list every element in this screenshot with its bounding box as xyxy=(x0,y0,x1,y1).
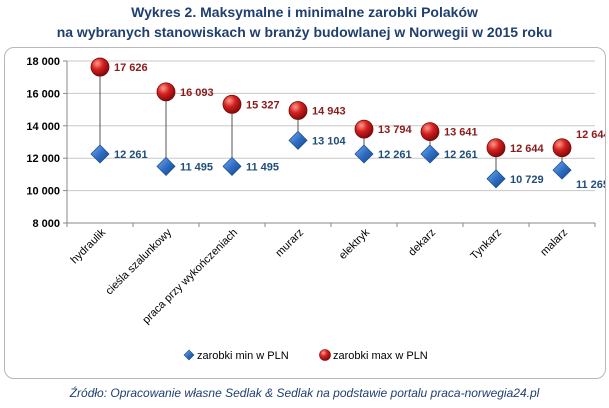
max-data-label: 13 641 xyxy=(444,127,478,139)
min-data-label: 10 729 xyxy=(510,174,544,186)
legend-min-label: zarobki min w PLN xyxy=(197,350,289,362)
chart-frame: 8 000 10 000 12 000 14 000 16 000 18 000 hydra… xyxy=(4,47,606,379)
max-data-label: 15 327 xyxy=(246,99,280,111)
max-data-label: 13 794 xyxy=(378,124,413,136)
chart-subtitle: na wybranych stanowiskach w branży budow… xyxy=(56,24,553,40)
max-data-label: 12 644 xyxy=(576,129,605,141)
max-point xyxy=(288,101,308,120)
chart-svg: 8 000 10 000 12 000 14 000 16 000 18 000 hydra… xyxy=(26,56,605,362)
min-data-label: 11 495 xyxy=(180,161,213,173)
max-data-label: 14 943 xyxy=(312,106,346,118)
min-point xyxy=(420,144,440,164)
min-data-label: 11 265 xyxy=(576,179,605,191)
max-data-label: 16 093 xyxy=(180,87,214,99)
max-point xyxy=(156,82,176,102)
min-data-label: 11 495 xyxy=(246,161,279,173)
min-data-label: 13 104 xyxy=(312,135,347,147)
y-tick-label: 14 000 xyxy=(26,121,60,133)
x-category-label: cieśla szalunkowy xyxy=(103,226,174,297)
max-data-label: 12 644 xyxy=(510,143,545,155)
min-point xyxy=(222,156,242,176)
y-tick-label: 10 000 xyxy=(26,186,60,198)
x-category-label: dekarz xyxy=(406,227,438,259)
max-point xyxy=(222,94,242,114)
max-point xyxy=(552,138,572,158)
legend-max-label: zarobki max w PLN xyxy=(333,350,428,362)
min-point xyxy=(288,130,308,150)
legend-max-marker xyxy=(319,349,331,361)
x-category-label: malarz xyxy=(538,227,570,259)
min-point xyxy=(552,160,572,180)
min-data-label: 12 261 xyxy=(444,149,478,161)
min-data-label: 12 261 xyxy=(378,149,412,161)
min-point xyxy=(486,169,506,189)
max-point xyxy=(420,122,440,142)
min-point xyxy=(156,156,176,176)
min-point xyxy=(354,144,374,164)
min-point xyxy=(90,144,110,164)
source-note: Źródło: Opracowanie własne Sedlak & Sedl… xyxy=(69,386,540,400)
legend-min-marker xyxy=(183,349,195,361)
x-category-label: murarz xyxy=(273,227,306,260)
x-category-label: hydraulik xyxy=(69,226,109,266)
y-tick-label: 18 000 xyxy=(26,56,60,68)
max-point xyxy=(486,138,506,158)
min-data-label: 12 261 xyxy=(114,149,148,161)
max-point xyxy=(90,57,110,77)
max-data-label: 17 626 xyxy=(114,62,148,74)
y-tick-label: 16 000 xyxy=(26,88,60,100)
max-point xyxy=(354,119,374,139)
x-category-label: elektryk xyxy=(337,226,373,262)
y-tick-label: 12 000 xyxy=(26,153,60,165)
y-tick-label: 8 000 xyxy=(32,218,60,230)
chart-title: Wykres 2. Maksymalne i minimalne zarobki… xyxy=(131,4,478,20)
x-category-label: Tynkarz xyxy=(468,227,504,263)
